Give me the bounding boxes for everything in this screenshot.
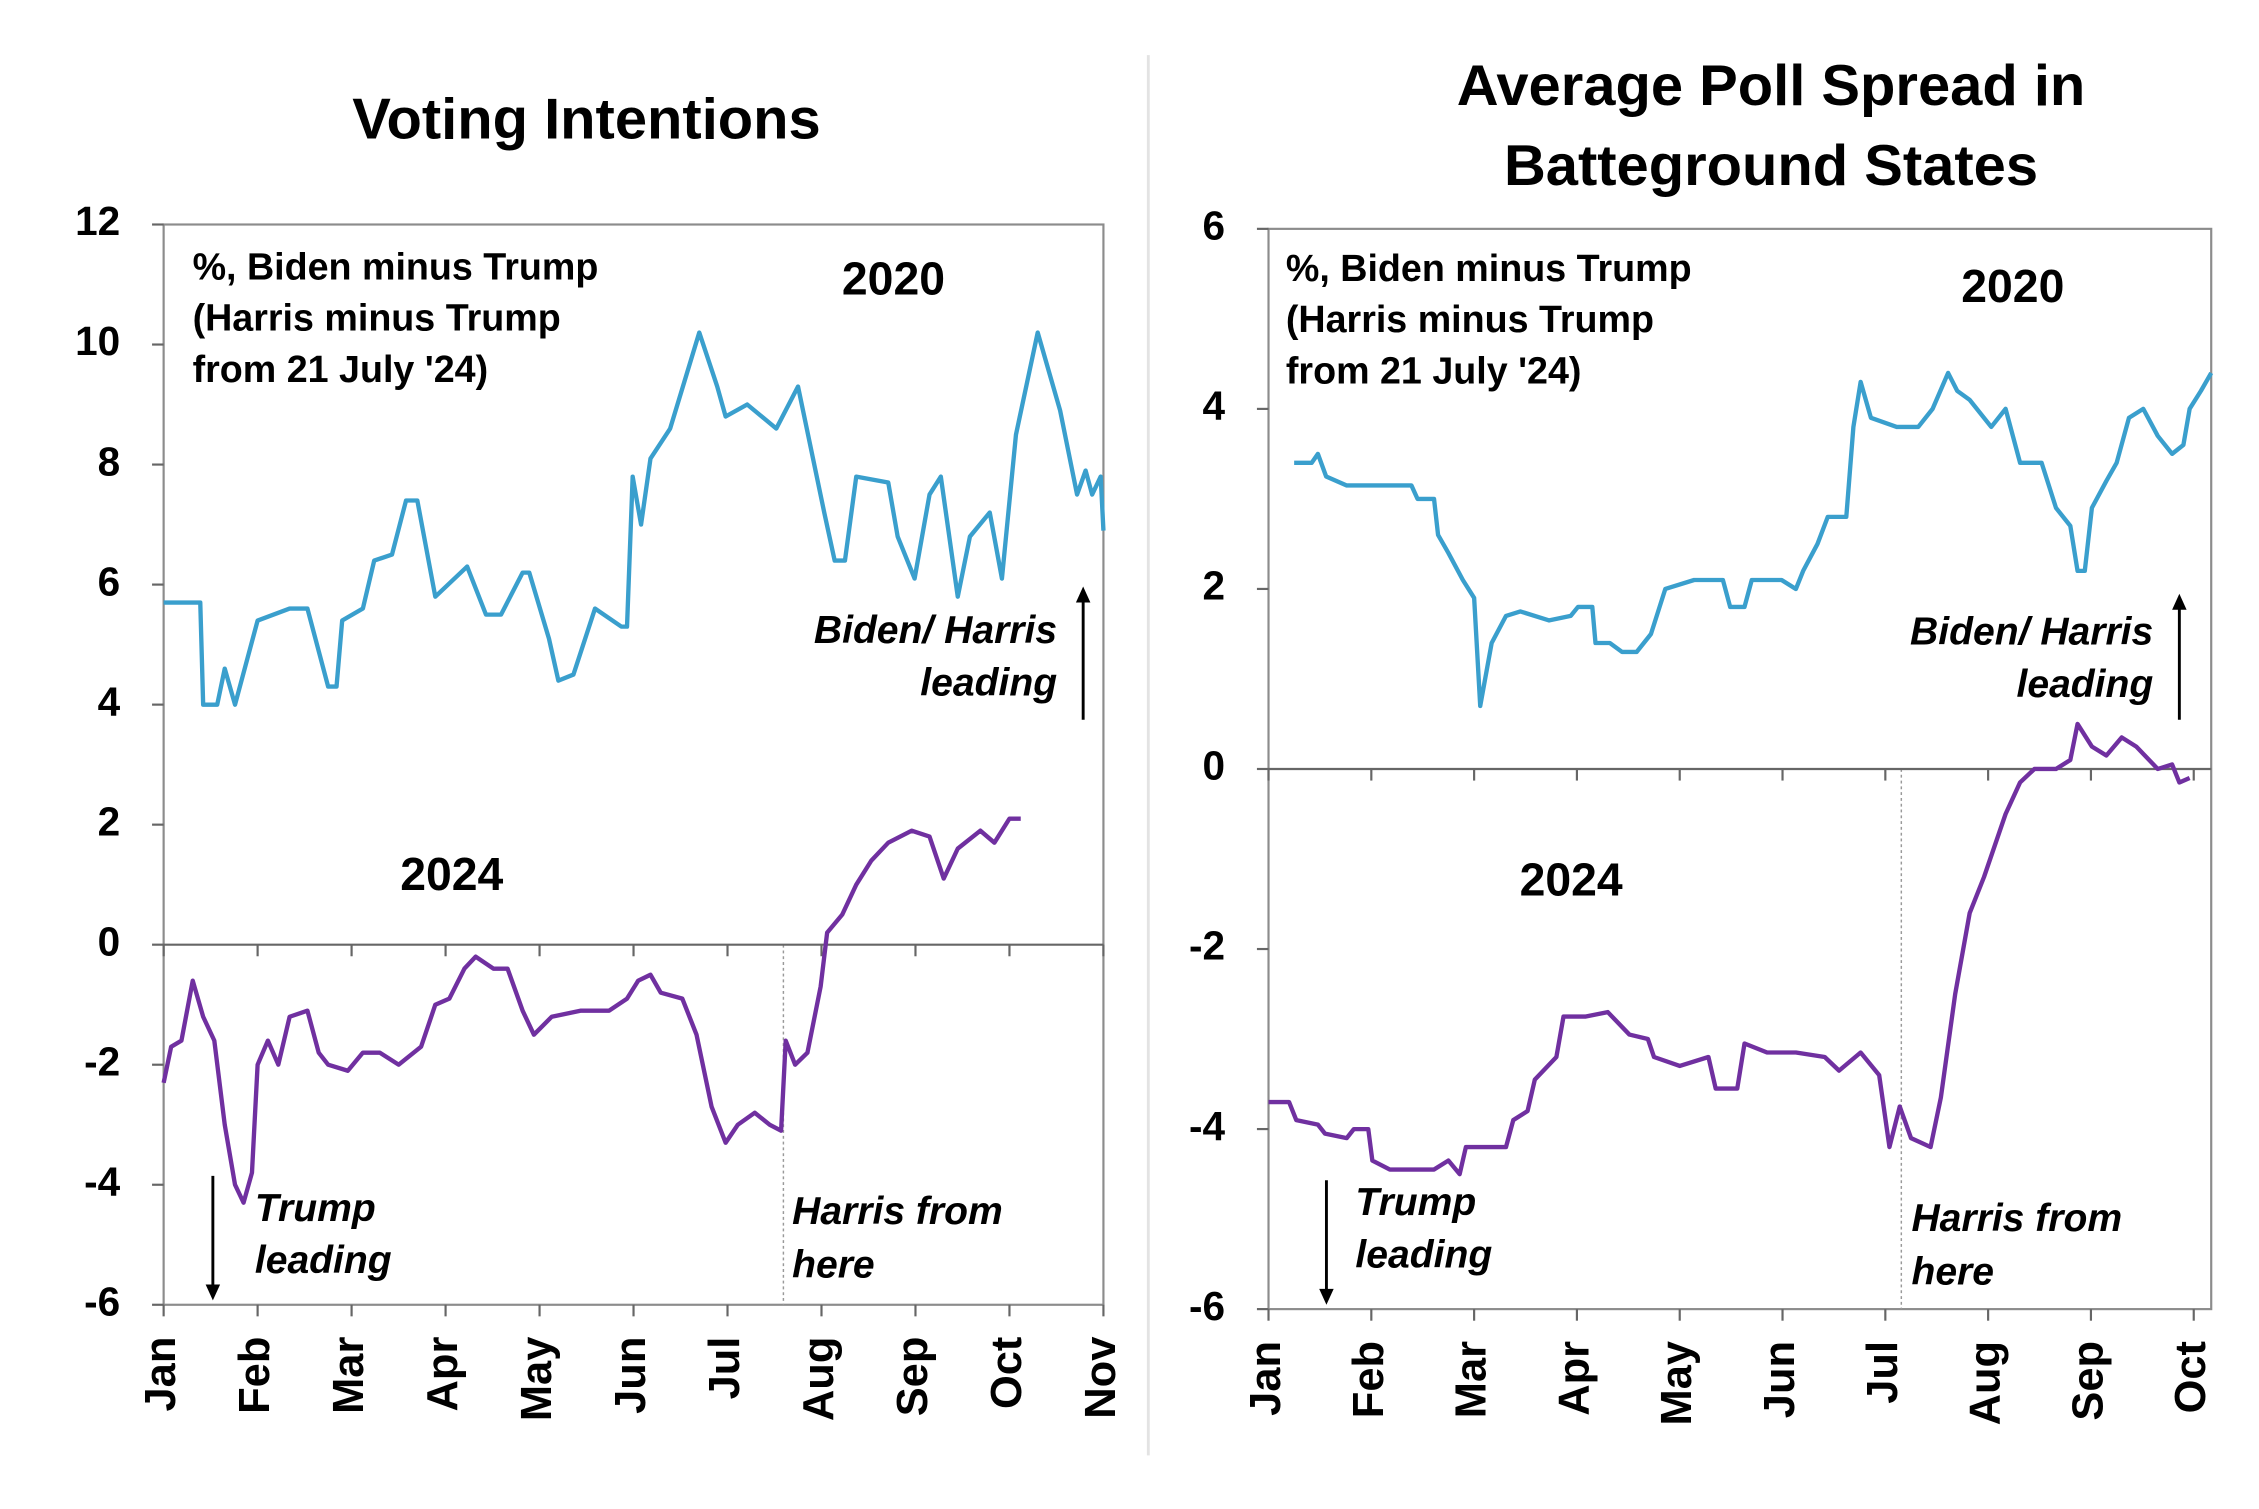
x-tick-label: Jul [1859,1341,1907,1404]
x-tick-label: Mar [1448,1341,1496,1418]
annotation: (Harris minus Trump [193,297,561,339]
series-line [161,816,1021,1205]
annotation: from 21 July '24) [1286,350,1582,392]
series-line [1268,721,2191,1177]
x-tick-label: Jul [701,1337,749,1400]
x-tick-label: Nov [1077,1337,1125,1419]
y-tick-label: 0 [1203,743,1226,789]
x-tick-label: Aug [795,1337,843,1421]
annotation: here [1911,1251,1994,1294]
annotation: leading [1355,1233,1492,1276]
annotation: leading [920,661,1057,704]
y-tick-label: 4 [98,678,121,724]
annotation: leading [255,1239,392,1282]
x-tick-label: Jan [1242,1341,1290,1416]
annotation: (Harris minus Trump [1286,298,1654,340]
x-tick-label: Apr [419,1337,467,1412]
x-tick-label: Aug [1962,1341,2010,1425]
annotation: %, Biden minus Trump [1286,247,1692,289]
y-tick-label: 0 [98,918,121,964]
x-tick-label: Feb [231,1337,279,1414]
annotation-arrowhead [205,1284,221,1301]
annotation-arrowhead [1075,586,1091,603]
annotation: Harris from [792,1190,1003,1233]
annotation-arrowhead [2172,593,2187,610]
y-tick-label: 12 [75,198,120,244]
annotation: leading [2016,663,2153,706]
chart-title: Average Poll Spread in [1457,54,2086,118]
x-tick-label: Jun [1756,1341,1804,1418]
series-line [163,330,1106,707]
x-tick-label: Oct [2167,1341,2215,1413]
x-tick-label: Jun [607,1337,655,1414]
chart-title: Batteground States [1504,134,2038,198]
series-label: 2020 [842,253,945,305]
y-tick-label: -2 [84,1038,120,1084]
y-tick-label: -6 [84,1278,120,1324]
y-tick-label: 6 [1203,203,1226,249]
x-tick-label: Apr [1550,1341,1598,1416]
annotation-arrowhead [1319,1288,1334,1305]
x-tick-label: May [513,1337,561,1422]
y-tick-label: 4 [1203,383,1226,429]
x-tick-label: Jan [137,1337,185,1412]
x-tick-label: May [1653,1341,1701,1426]
annotation: Harris from [1911,1197,2122,1240]
x-tick-label: Oct [983,1337,1031,1409]
y-tick-label: 6 [98,558,121,604]
y-tick-label: -4 [84,1158,120,1204]
annotation: Trump [255,1187,376,1230]
annotation: here [792,1243,875,1286]
series-label: 2024 [400,848,503,900]
y-tick-label: -6 [1189,1283,1225,1329]
annotation: Biden/ Harris [1910,611,2153,654]
annotation: %, Biden minus Trump [193,245,599,287]
y-tick-label: 8 [98,438,121,484]
series-line [1294,370,2214,709]
y-tick-label: -4 [1189,1103,1225,1149]
annotation: Biden/ Harris [814,609,1057,652]
series-label: 2024 [1520,854,1623,906]
y-tick-label: 2 [1203,563,1226,609]
y-tick-label: 2 [98,798,121,844]
y-tick-label: -2 [1189,923,1225,969]
x-tick-label: Sep [889,1337,937,1417]
series-label: 2020 [1961,260,2064,312]
annotation: from 21 July '24) [193,348,489,390]
annotation: Trump [1355,1181,1476,1224]
chart-title: Voting Intentions [352,87,821,151]
x-tick-label: Sep [2064,1341,2112,1421]
x-tick-label: Feb [1345,1341,1393,1418]
x-tick-label: Mar [325,1337,373,1414]
y-tick-label: 10 [75,318,120,364]
